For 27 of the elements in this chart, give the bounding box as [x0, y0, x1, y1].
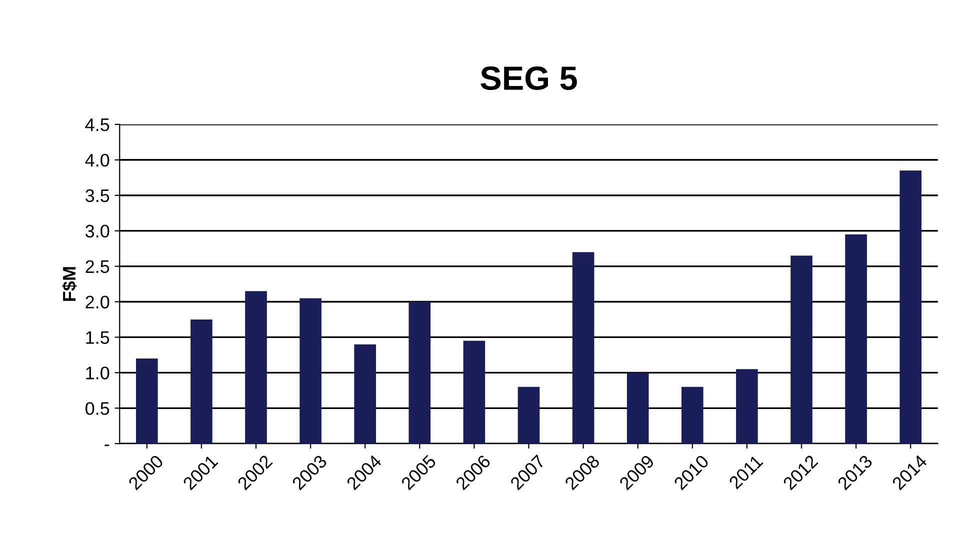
y-tick-label: 4.5 — [85, 118, 110, 132]
bar — [354, 344, 376, 444]
bar — [572, 252, 594, 444]
y-tick-label: 4.0 — [85, 154, 110, 167]
bar — [518, 386, 540, 444]
y-tick-label: 3.0 — [85, 224, 110, 238]
chart-title: SEG 5 — [480, 66, 577, 90]
y-tick-label: 1.0 — [86, 366, 110, 380]
bar — [900, 170, 922, 444]
bar — [300, 298, 322, 444]
bar — [681, 386, 704, 444]
y-tick-label: 3.5 — [85, 189, 110, 202]
bar — [463, 340, 486, 444]
y-tick-label: 2.0 — [86, 296, 110, 308]
y-tick-label: 0.5 — [86, 402, 110, 415]
y-axis-title: F$M — [62, 267, 77, 301]
y-tick-label: 1.5 — [86, 331, 110, 344]
bar — [190, 319, 212, 444]
bar — [790, 256, 812, 444]
bar — [136, 358, 158, 444]
bar — [408, 302, 431, 444]
y-tick-label: 2.5 — [86, 260, 110, 274]
y-tick-label: - — [104, 444, 110, 446]
bar — [736, 369, 758, 444]
bar — [245, 291, 267, 444]
bar — [626, 372, 649, 444]
bar — [845, 234, 867, 444]
